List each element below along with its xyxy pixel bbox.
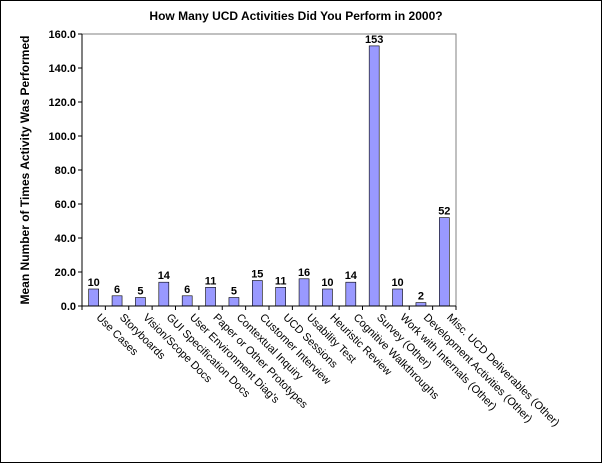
y-axis-label: Mean Number of Times Activity Was Perfor…: [18, 36, 32, 305]
bar-value-label: 15: [251, 269, 263, 281]
bar-value-label: 2: [418, 291, 424, 303]
bar-value-label: 10: [391, 277, 403, 289]
bar: [298, 278, 310, 307]
bar: [135, 297, 146, 307]
chart-title: How Many UCD Activities Did You Perform …: [149, 9, 442, 23]
y-tick-label: 100.0: [48, 131, 76, 143]
bar-value-label: 52: [438, 206, 450, 218]
y-tick-label: 160.0: [48, 29, 76, 41]
y-tick-label: 20.0: [55, 267, 76, 279]
bar: [415, 302, 427, 307]
bar-value-label: 5: [231, 286, 237, 298]
y-tick-label: 140.0: [48, 63, 76, 75]
y-tick-label: 80.0: [55, 165, 76, 177]
bar: [439, 217, 450, 307]
bar: [228, 297, 240, 307]
category-label: Development Activities (Other): [421, 312, 535, 426]
y-tick-label: 0.0: [61, 301, 76, 313]
bar-value-label: 14: [158, 270, 171, 282]
bar-value-label: 10: [321, 277, 333, 289]
bar: [322, 288, 333, 307]
bar-value-label: 14: [345, 270, 358, 282]
bar: [368, 45, 380, 307]
bar-value-label: 6: [114, 284, 120, 296]
bar: [88, 288, 99, 307]
y-tick-label: 60.0: [55, 199, 76, 211]
bar: [252, 280, 263, 307]
bar: [111, 295, 123, 307]
y-tick-label: 120.0: [48, 97, 76, 109]
y-tick-label: 40.0: [55, 233, 76, 245]
category-label: Work with Internals (Other): [397, 312, 498, 413]
bar-value-label: 5: [137, 286, 143, 298]
bar-value-label: 153: [365, 34, 383, 46]
bar: [275, 286, 286, 307]
bar: [345, 281, 357, 307]
bar-value-label: 11: [275, 275, 287, 287]
bar-value-label: 11: [205, 275, 217, 287]
plot-area: [81, 33, 457, 307]
bar-value-label: 16: [298, 267, 310, 279]
bar-value-label: 6: [184, 284, 190, 296]
bar: [392, 288, 403, 307]
bar: [205, 286, 216, 307]
bar: [181, 295, 193, 307]
bar-value-label: 10: [88, 277, 100, 289]
bar: [158, 281, 170, 307]
